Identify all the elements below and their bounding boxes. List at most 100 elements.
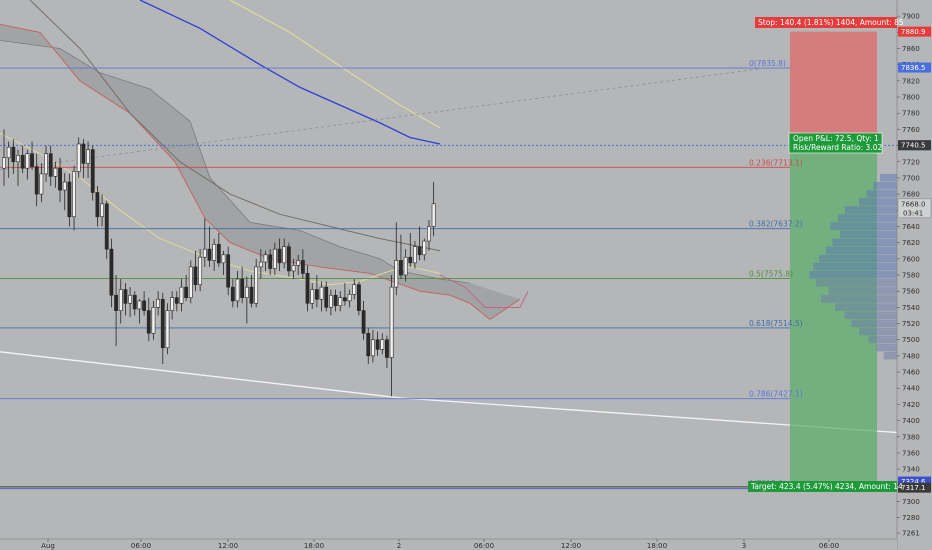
candle-body [109, 248, 114, 296]
time-tick-label: 06:00 [131, 542, 151, 550]
candle-body [244, 286, 249, 298]
price-tick-label: 7460 [902, 369, 920, 377]
candle-body [156, 298, 161, 308]
candle-body [249, 286, 254, 304]
price-tick-label: 7860 [902, 45, 920, 53]
price-tick-label: 7560 [902, 288, 920, 296]
candle-body [366, 332, 371, 357]
fib-level-label: 0.786(7427.1) [749, 390, 803, 399]
time-axis[interactable]: Aug 06:00 12:00 18:00 2 06:00 12:00 18:00 3 06:00 [0, 538, 897, 550]
candle-body [328, 294, 333, 308]
trend-line-white [0, 351, 901, 434]
candle-body [81, 143, 86, 164]
volume-profile-bar [832, 238, 897, 247]
fib-level-label: 0.5(7575.8) [749, 269, 793, 278]
lagging-span [439, 274, 529, 308]
candle-body [226, 254, 231, 288]
price-tick-label: 7300 [902, 498, 920, 506]
candle-body [357, 284, 361, 311]
candle-body [352, 284, 357, 295]
volume-profile-bar [873, 181, 897, 190]
volume-profile-bar [813, 262, 897, 271]
candle-body [240, 278, 245, 298]
time-tick-label: 3 [742, 542, 746, 550]
candle-body [86, 149, 90, 164]
candle-body [380, 339, 385, 350]
volume-profile-bar [825, 246, 897, 255]
candle-body [296, 260, 301, 266]
time-tick-label: 18:00 [647, 542, 667, 550]
time-tick-label: 12:00 [561, 542, 581, 550]
candle-body [385, 339, 389, 358]
candle-body [263, 254, 268, 263]
candle-body [300, 260, 305, 274]
candle-body [408, 256, 413, 264]
volume-profile-bar [819, 254, 897, 263]
candle-body [165, 310, 170, 349]
candle-body [282, 246, 287, 264]
candle-body [286, 246, 291, 272]
volume-profile-bar [866, 190, 897, 198]
volume-profile-bar [879, 173, 897, 182]
volume-profile-bar [883, 351, 897, 360]
price-tick-label: 7500 [902, 336, 920, 344]
price-tick-label: 7900 [902, 13, 920, 21]
candle-body [333, 294, 338, 307]
volume-profile-bar [868, 335, 897, 344]
candle-body [160, 298, 165, 349]
time-axis-background [0, 539, 897, 550]
target-label: Target: 423.4 (5.47%) 4234, Amount: 14 [750, 482, 903, 491]
candle-body [25, 153, 30, 169]
candle-body [413, 246, 417, 264]
stop-loss-zone[interactable] [790, 31, 877, 146]
price-axis[interactable]: 7261728073007320734073607380740074207440… [896, 0, 932, 550]
moving-average-yellow-upper [229, 0, 441, 129]
current-price-tag [897, 198, 932, 219]
candle-body [221, 254, 226, 264]
price-tick-label: 7580 [902, 272, 920, 280]
candle-body [193, 266, 198, 286]
time-tick-label: 06:00 [819, 542, 839, 550]
fibonacci-retracement[interactable]: 0(7835.8) 0.236(7713.1) 0.382(7637.2) 0.5(7… [0, 59, 897, 490]
candle-body [403, 256, 408, 276]
volume-profile-bar [844, 311, 897, 319]
price-tick-label: 7720 [902, 158, 920, 166]
volume-profile-bar [844, 206, 897, 214]
candle-body [100, 203, 104, 218]
position-labels: Stop: 140.4 (1.81%) 1404, Amount: 85 Open… [748, 17, 904, 492]
volume-profile-bar [835, 303, 897, 311]
candle-body [207, 248, 212, 261]
price-tick-label: 7520 [902, 320, 920, 328]
candle-body [319, 286, 324, 300]
candle-body [375, 339, 380, 350]
candle-body [62, 181, 67, 191]
candle-body [431, 203, 436, 227]
trend-line-dashed [0, 68, 761, 171]
price-tag-box [898, 476, 931, 487]
candle-body [76, 143, 81, 172]
price-tick-label: 7480 [902, 352, 920, 360]
candle-body [118, 289, 123, 311]
price-tag-box [898, 140, 931, 151]
bar-countdown-label: 03:41 [903, 209, 923, 217]
candle-body [394, 260, 399, 288]
volume-profile-bar [859, 198, 897, 206]
candle-body [58, 167, 62, 191]
candle-body [170, 297, 175, 311]
fib-level-label: 0(7835.8) [749, 59, 786, 68]
candle-body [371, 339, 375, 357]
candle-body [216, 243, 221, 264]
moving-average-blue [139, 0, 441, 145]
open-pnl-box [788, 132, 883, 154]
candle-body [174, 297, 179, 304]
volume-profile-bar [838, 214, 897, 222]
volume-profile-bar [809, 270, 897, 279]
candle-body [427, 226, 431, 242]
candle-body [254, 266, 259, 304]
fib-level-label: 0.236(7713.1) [749, 158, 803, 167]
candle-body [104, 203, 109, 250]
indicator-layer [0, 0, 901, 434]
price-tag-label: 7880.9 [901, 28, 926, 36]
price-tick-label: 7540 [902, 304, 920, 312]
